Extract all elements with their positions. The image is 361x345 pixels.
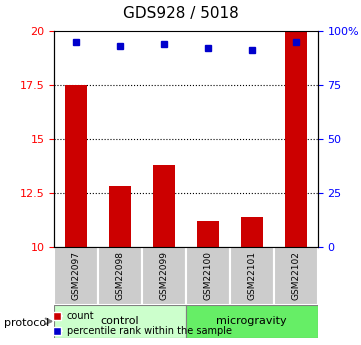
Text: protocol: protocol bbox=[4, 318, 49, 327]
FancyBboxPatch shape bbox=[98, 247, 142, 305]
Text: GSM22101: GSM22101 bbox=[247, 251, 256, 300]
Bar bbox=[241, 217, 263, 247]
Text: GSM22097: GSM22097 bbox=[71, 251, 81, 300]
Bar bbox=[109, 187, 131, 247]
FancyBboxPatch shape bbox=[54, 247, 98, 305]
Text: GSM22102: GSM22102 bbox=[291, 251, 300, 300]
FancyBboxPatch shape bbox=[142, 247, 186, 305]
Text: GSM22100: GSM22100 bbox=[203, 251, 212, 300]
FancyBboxPatch shape bbox=[274, 247, 318, 305]
Bar bbox=[65, 85, 87, 247]
Bar bbox=[153, 165, 175, 247]
Bar bbox=[197, 221, 219, 247]
FancyBboxPatch shape bbox=[54, 305, 186, 338]
Text: microgravity: microgravity bbox=[217, 316, 287, 326]
Text: GSM22098: GSM22098 bbox=[116, 251, 125, 300]
FancyBboxPatch shape bbox=[186, 247, 230, 305]
Legend: count, percentile rank within the sample: count, percentile rank within the sample bbox=[48, 307, 235, 340]
FancyBboxPatch shape bbox=[230, 247, 274, 305]
Bar bbox=[285, 31, 307, 247]
Text: GSM22099: GSM22099 bbox=[160, 251, 169, 300]
Text: GDS928 / 5018: GDS928 / 5018 bbox=[123, 6, 238, 21]
FancyBboxPatch shape bbox=[186, 305, 318, 338]
Text: control: control bbox=[101, 316, 139, 326]
